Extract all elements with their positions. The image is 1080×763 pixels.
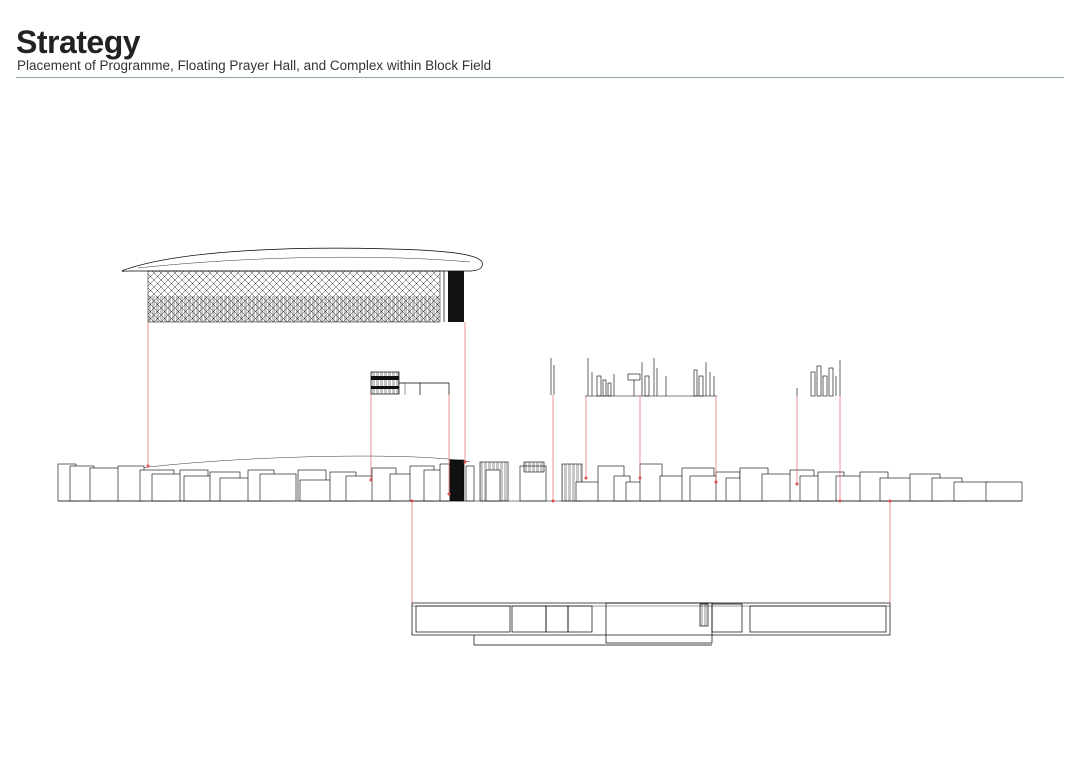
programme-element-right (796, 360, 841, 397)
page-title: Strategy (16, 24, 141, 60)
floating-prayer-hall (121, 247, 483, 323)
page-subtitle: Placement of Programme, Floating Prayer … (17, 58, 492, 73)
programme-element-center (550, 358, 717, 397)
complex (411, 602, 891, 646)
block-field (57, 455, 1023, 502)
alignment-lines (146, 322, 892, 603)
programme-element-left (370, 371, 450, 395)
title-rule (16, 77, 1064, 78)
